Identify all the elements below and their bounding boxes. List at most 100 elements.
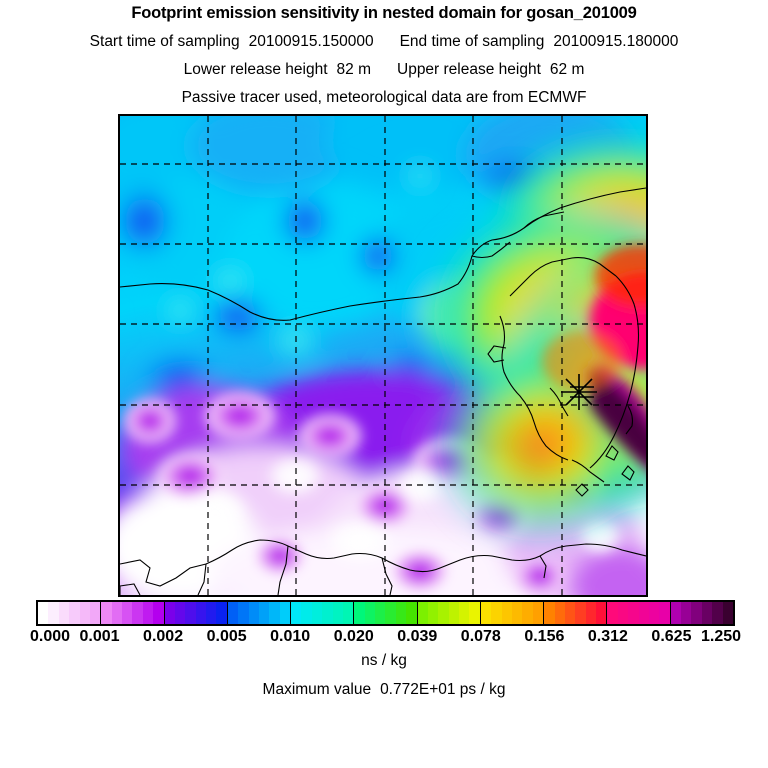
colorbar-step xyxy=(596,602,607,624)
colorbar-step xyxy=(174,602,186,624)
colorbar-step xyxy=(459,602,470,624)
colorbar-step xyxy=(58,602,70,624)
colorbar-tick: 0.001 xyxy=(79,628,120,645)
colorbar-tick: 0.625 xyxy=(651,628,692,645)
end-time-label: End time of sampling xyxy=(399,33,545,50)
colorbar-step xyxy=(301,602,312,624)
colorbar-step xyxy=(122,602,133,624)
release-site-star xyxy=(561,374,597,410)
colorbar-step xyxy=(269,602,280,624)
colorbar-step xyxy=(448,602,460,624)
colorbar-step xyxy=(617,602,629,624)
colorbar-step xyxy=(279,602,291,624)
colorbar-step xyxy=(575,602,586,624)
colorbar-step xyxy=(438,602,449,624)
colorbar-step xyxy=(142,602,154,624)
colorbar-step xyxy=(164,602,175,624)
colorbar-segment[interactable] xyxy=(101,602,165,624)
sampling-time-line: Start time of sampling 20100915.150000 End… xyxy=(0,33,768,51)
upper-release-value: 62 m xyxy=(549,61,585,78)
colorbar-step xyxy=(607,602,618,624)
colorbar-step xyxy=(342,602,354,624)
colorbar-segment[interactable] xyxy=(164,602,228,624)
colorbar-step xyxy=(712,602,723,624)
colorbar-segment[interactable] xyxy=(38,602,102,624)
colorbar-step xyxy=(153,602,164,624)
colorbar-tick: 0.312 xyxy=(587,628,628,645)
colorbar-step xyxy=(491,602,502,624)
maximum-value: 0.772E+01 ps / kg xyxy=(380,681,506,698)
tracer-note: Passive tracer used, meteorological data… xyxy=(181,89,587,106)
lower-release-value: 82 m xyxy=(336,61,371,78)
colorbar-step xyxy=(185,602,196,624)
colorbar-step xyxy=(132,602,143,624)
colorbar-segment[interactable] xyxy=(291,602,355,624)
colorbar-step xyxy=(544,602,555,624)
colorbar-step xyxy=(681,602,692,624)
colorbar-step xyxy=(291,602,302,624)
colorbar-tick: 0.000 xyxy=(29,628,71,645)
colorbar-segment[interactable] xyxy=(417,602,481,624)
colorbar-step xyxy=(227,602,239,624)
colorbar-step xyxy=(628,602,639,624)
lower-release-label: Lower release height xyxy=(183,61,328,78)
colorbar-step xyxy=(364,602,376,624)
colorbar-step xyxy=(585,602,596,624)
colorbar-step xyxy=(248,602,259,624)
colorbar-tick: 0.039 xyxy=(397,628,438,645)
colorbar-step xyxy=(670,602,682,624)
end-time-value: 20100915.180000 xyxy=(553,33,679,50)
colorbar-step xyxy=(501,602,512,624)
colorbar-step xyxy=(469,602,480,624)
gridlines xyxy=(120,116,646,595)
colorbar-step xyxy=(701,602,713,624)
colorbar-step xyxy=(532,602,544,624)
colorbar-step xyxy=(691,602,702,624)
colorbar-step xyxy=(79,602,90,624)
colorbar-step xyxy=(195,602,207,624)
colorbar[interactable] xyxy=(36,600,735,626)
colorbar-segment[interactable] xyxy=(354,602,418,624)
colorbar-step xyxy=(427,602,439,624)
colorbar-step xyxy=(354,602,365,624)
colorbar-step xyxy=(69,602,80,624)
colorbar-step xyxy=(332,602,343,624)
start-time-label: Start time of sampling xyxy=(89,33,240,50)
colorbar-step xyxy=(659,602,670,624)
colorbar-step xyxy=(522,602,533,624)
colorbar-segment[interactable] xyxy=(544,602,608,624)
hotspot-core xyxy=(542,244,646,469)
colorbar-step xyxy=(395,602,407,624)
colorbar-segment[interactable] xyxy=(227,602,292,624)
colorbar-step xyxy=(89,602,101,624)
colorbar-step xyxy=(511,602,523,624)
colorbar-step xyxy=(638,602,649,624)
colorbar-step xyxy=(480,602,492,624)
colorbar-tick: 0.002 xyxy=(143,628,184,645)
colorbar-tick-labels: 0.000 0.001 0.002 0.005 0.010 0.020 0.039 0.078… xyxy=(0,628,768,650)
maximum-value-line: Maximum value 0.772E+01 ps / kg xyxy=(0,681,768,699)
colorbar-segment[interactable] xyxy=(670,602,733,624)
colorbar-tick: 0.020 xyxy=(333,628,374,645)
colorbar-step xyxy=(375,602,386,624)
colorbar-step xyxy=(322,602,333,624)
colorbar-tick: 1.250 xyxy=(700,628,742,645)
colorbar-tick: 0.156 xyxy=(524,628,565,645)
colorbar-segment[interactable] xyxy=(607,602,671,624)
colorbar-step xyxy=(238,602,249,624)
colorbar-step xyxy=(554,602,565,624)
colorbar-segment[interactable] xyxy=(480,602,545,624)
colorbar-step xyxy=(38,602,49,624)
colorbar-step xyxy=(48,602,59,624)
colorbar-tick: 0.010 xyxy=(270,628,311,645)
colorbar-step xyxy=(206,602,217,624)
start-time-value: 20100915.150000 xyxy=(248,33,374,50)
colorbar-step xyxy=(101,602,112,624)
colorbar-unit-label: ns / kg xyxy=(361,652,407,669)
colorbar-tick: 0.005 xyxy=(206,628,247,645)
colorbar-step xyxy=(648,602,660,624)
colorbar-step xyxy=(406,602,417,624)
colorbar-step xyxy=(722,602,733,624)
colorbar-tick: 0.078 xyxy=(460,628,501,645)
maximum-label: Maximum value xyxy=(262,681,372,698)
